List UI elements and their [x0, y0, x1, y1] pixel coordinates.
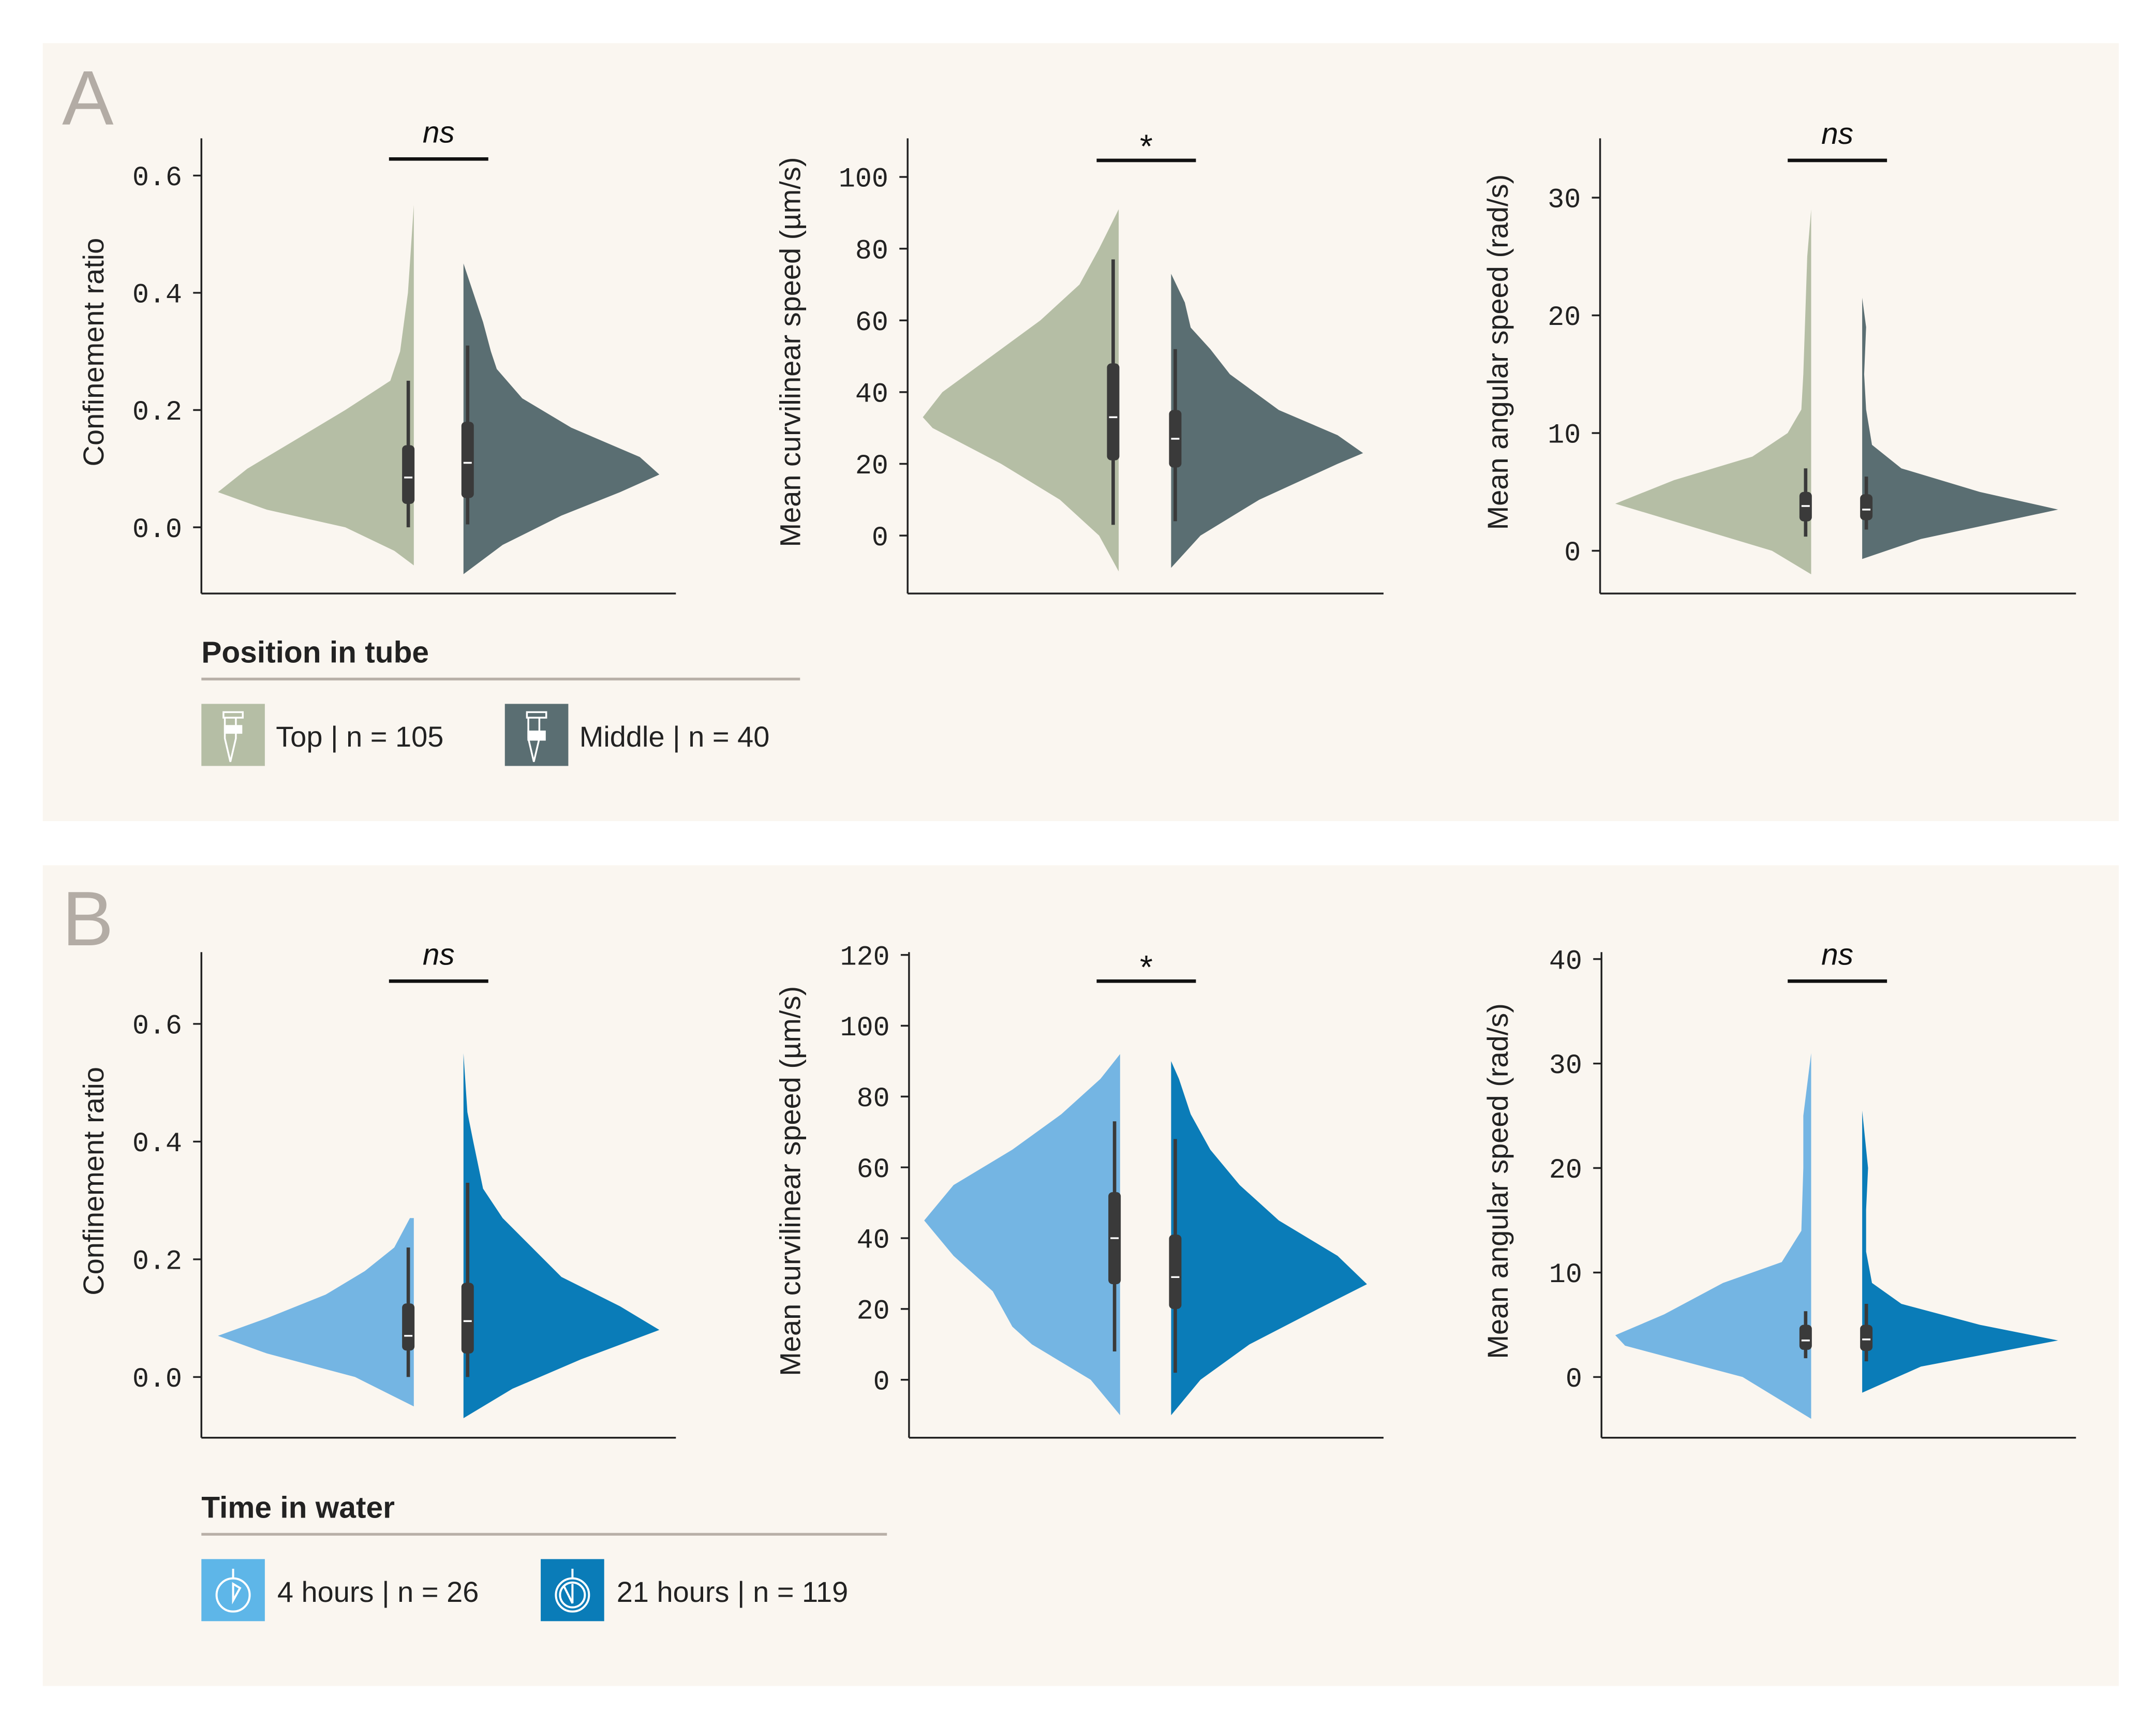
violin-right	[1171, 274, 1363, 568]
violin-left	[1615, 209, 1811, 574]
box-iqr	[402, 445, 415, 504]
y-tick-label: 0.6	[132, 163, 182, 194]
panel-b-letter: B	[62, 875, 114, 962]
y-tick-label: 20	[1548, 303, 1581, 334]
y-tick-label: 20	[855, 451, 888, 482]
y-tick-label: 120	[840, 942, 890, 973]
significance-label: ns	[423, 115, 455, 149]
y-tick-label: 100	[839, 165, 888, 196]
violin-chart: 0.0 0.2 0.4 0.6 Confinement ratio ns	[77, 115, 676, 594]
violin-chart: 0 20 40 60 80 100 Mean curvilinear speed (µm/s…	[774, 128, 1384, 594]
y-tick-label: 0	[873, 1367, 890, 1398]
box-iqr	[461, 1283, 474, 1354]
legend-position-in-tube: Position in tube Top | n = 105 Middle | …	[201, 635, 800, 766]
violin-right	[463, 1053, 660, 1419]
box-iqr	[1799, 1325, 1812, 1350]
y-tick-label: 0	[1566, 1364, 1582, 1395]
violin-left	[923, 209, 1119, 572]
violin-chart: 0.0 0.2 0.4 0.6 Confinement ratio ns	[77, 938, 676, 1439]
y-tick-label: 80	[857, 1084, 890, 1115]
violin-left	[1615, 1053, 1811, 1419]
y-tick-label: 40	[1549, 946, 1582, 977]
legend-item-21-hours: 21 hours | n = 119	[541, 1559, 849, 1622]
legend-item-4-hours: 4 hours | n = 26	[201, 1559, 479, 1622]
violin-right	[1171, 1061, 1367, 1416]
violin-left	[218, 1218, 414, 1407]
y-axis-label: Mean angular speed (rad/s)	[1481, 174, 1514, 530]
y-tick-label: 40	[855, 380, 888, 411]
box-iqr	[1860, 1325, 1873, 1351]
y-tick-label: 100	[840, 1013, 890, 1044]
box-iqr	[1107, 363, 1120, 460]
violin-right	[1862, 298, 2058, 559]
y-tick-label: 0.0	[132, 1364, 182, 1395]
violin-chart: 0 20 40 60 80 100 120 Mean curvilinear speed (µ…	[774, 942, 1384, 1439]
significance-label: ns	[1821, 938, 1853, 971]
legend-label: Top | n = 105	[276, 720, 443, 753]
legend-label: Middle | n = 40	[579, 720, 770, 753]
box-iqr	[461, 422, 474, 498]
y-axis-label: Confinement ratio	[77, 1067, 110, 1296]
y-tick-label: 0.2	[132, 1247, 182, 1278]
legend-title: Time in water	[201, 1491, 395, 1524]
y-tick-label: 0.4	[132, 1129, 182, 1160]
y-axis-label: Mean curvilinear speed (µm/s)	[774, 986, 806, 1376]
tube-top-icon	[201, 704, 265, 766]
legend-item-top: Top | n = 105	[201, 704, 443, 766]
legend-title: Position in tube	[201, 635, 429, 669]
significance-label: *	[1140, 128, 1153, 165]
box-iqr	[1169, 1235, 1182, 1309]
y-tick-label: 0.6	[132, 1012, 182, 1043]
y-axis-label: Confinement ratio	[77, 238, 110, 467]
y-tick-label: 0	[872, 523, 888, 554]
y-tick-label: 10	[1548, 421, 1581, 452]
y-tick-label: 60	[857, 1155, 890, 1186]
legend-label: 4 hours | n = 26	[277, 1575, 479, 1608]
y-tick-label: 20	[857, 1297, 890, 1328]
legend-time-in-water: Time in water 4 hours | n = 26 21 hours …	[201, 1491, 887, 1622]
y-tick-label: 0.4	[132, 280, 182, 311]
panel-a-letter: A	[62, 55, 114, 141]
legend-item-middle: Middle | n = 40	[504, 704, 770, 766]
violin-chart: 0 10 20 30 40 Mean angular speed (rad/s) ns	[1481, 938, 2076, 1439]
y-tick-label: 0.2	[132, 397, 182, 428]
y-tick-label: 30	[1549, 1051, 1582, 1082]
y-tick-label: 20	[1549, 1155, 1582, 1186]
legend-label: 21 hours | n = 119	[617, 1575, 849, 1608]
y-axis-label: Mean curvilinear speed (µm/s)	[774, 157, 806, 547]
violin-right	[1862, 1110, 2058, 1393]
violin-chart: 0 10 20 30 Mean angular speed (rad/s) ns	[1481, 117, 2076, 594]
y-tick-label: 0	[1564, 538, 1581, 569]
significance-label: *	[1140, 948, 1153, 986]
y-tick-label: 80	[855, 236, 888, 267]
y-tick-label: 30	[1548, 185, 1581, 216]
violin-left	[218, 204, 414, 566]
y-tick-label: 0.0	[132, 515, 182, 546]
significance-label: ns	[423, 938, 455, 971]
violin-right	[463, 263, 660, 574]
violin-left	[924, 1054, 1120, 1416]
box-iqr	[1860, 494, 1873, 521]
y-axis-label: Mean angular speed (rad/s)	[1481, 1003, 1514, 1359]
y-tick-label: 10	[1549, 1260, 1582, 1291]
significance-label: ns	[1821, 117, 1853, 151]
y-tick-label: 60	[855, 308, 888, 339]
y-tick-label: 40	[857, 1226, 890, 1257]
box-iqr	[402, 1303, 415, 1351]
